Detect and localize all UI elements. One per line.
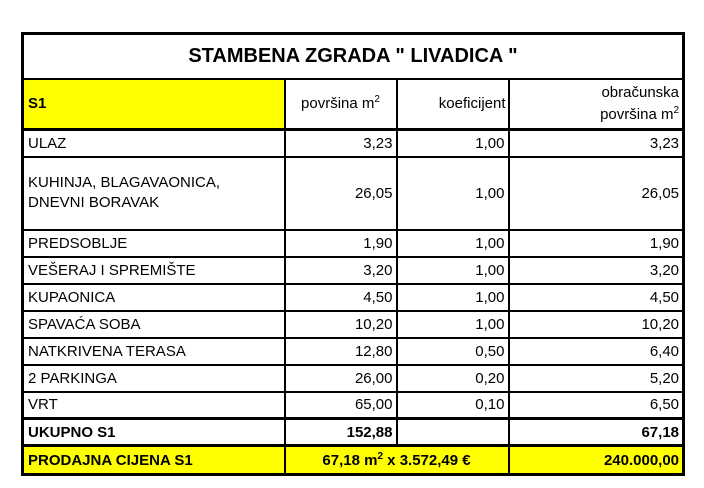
area-cell: 1,90 (283, 228, 398, 258)
calculated-area-cell: 1,90 (507, 228, 685, 258)
sale-price-formula-cell: 67,18 m2 x 3.572,49 € (283, 444, 510, 476)
table-title: STAMBENA ZGRADA " LIVADICA " (21, 32, 685, 80)
calculated-area-cell: 5,20 (507, 363, 685, 393)
area-cell: 26,05 (283, 155, 398, 231)
calculated-area-header-label: površina m (600, 105, 674, 123)
formula-area-part: 67,18 m (322, 451, 378, 469)
unit-header-cell: S1 (21, 77, 286, 131)
room-name-cell: SPAVAĆA SOBA (21, 309, 286, 339)
room-name-cell: PREDSOBLJE (21, 228, 286, 258)
area-cell: 65,00 (283, 390, 398, 420)
calculated-area-cell: 10,20 (507, 309, 685, 339)
room-name-cell: KUPAONICA (21, 282, 286, 312)
area-header-cell: površina m2 (283, 77, 398, 131)
area-header-superscript: 2 (374, 94, 380, 106)
table-row: 2 PARKINGA 26,00 0,20 5,20 (21, 363, 685, 393)
table-row: VRT 65,00 0,10 6,50 (21, 390, 685, 420)
coefficient-cell: 1,00 (395, 309, 510, 339)
calculated-area-cell: 3,23 (507, 128, 685, 158)
coefficient-cell: 0,20 (395, 363, 510, 393)
formula-price-part: x 3.572,49 € (383, 451, 471, 469)
table-row: ULAZ 3,23 1,00 3,23 (21, 128, 685, 158)
table-row: KUHINJA, BLAGAVAONICA, DNEVNI BORAVAK 26… (21, 155, 685, 231)
total-row: UKUPNO S1 152,88 67,18 (21, 417, 685, 447)
calculated-area-header-line1: obračunska (601, 84, 680, 101)
calculated-area-cell: 26,05 (507, 155, 685, 231)
sale-price-row: PRODAJNA CIJENA S1 67,18 m2 x 3.572,49 €… (21, 444, 685, 476)
coefficient-header-cell: koeficijent (395, 77, 510, 131)
room-name-cell: ULAZ (21, 128, 286, 158)
coefficient-cell: 1,00 (395, 128, 510, 158)
area-cell: 12,80 (283, 336, 398, 366)
coefficient-cell: 1,00 (395, 282, 510, 312)
calculated-area-header-cell: obračunska površina m2 (507, 77, 685, 131)
sale-price-value-cell: 240.000,00 (507, 444, 685, 476)
sale-price-label-cell: PRODAJNA CIJENA S1 (21, 444, 286, 476)
total-coefficient-cell (395, 417, 510, 447)
area-cell: 4,50 (283, 282, 398, 312)
coefficient-cell: 0,10 (395, 390, 510, 420)
area-cell: 3,23 (283, 128, 398, 158)
table-row: VEŠERAJ I SPREMIŠTE 3,20 1,00 3,20 (21, 255, 685, 285)
area-cell: 3,20 (283, 255, 398, 285)
calculated-area-header-line2: površina m2 (514, 104, 680, 126)
title-row: STAMBENA ZGRADA " LIVADICA " (21, 32, 685, 80)
room-name-cell: VEŠERAJ I SPREMIŠTE (21, 255, 286, 285)
coefficient-cell: 1,00 (395, 228, 510, 258)
room-name-cell: NATKRIVENA TERASA (21, 336, 286, 366)
area-header-label: površina m (301, 95, 375, 113)
formula-superscript: 2 (377, 450, 384, 462)
room-name-cell: VRT (21, 390, 286, 420)
coefficient-cell: 1,00 (395, 255, 510, 285)
table-row: PREDSOBLJE 1,90 1,00 1,90 (21, 228, 685, 258)
area-cell: 26,00 (283, 363, 398, 393)
total-area-cell: 152,88 (283, 417, 398, 447)
total-label-cell: UKUPNO S1 (21, 417, 286, 447)
calculated-area-cell: 6,40 (507, 336, 685, 366)
coefficient-cell: 1,00 (395, 155, 510, 231)
calculated-area-header-superscript: 2 (673, 104, 680, 116)
calculated-area-cell: 3,20 (507, 255, 685, 285)
header-row: S1 površina m2 koeficijent obračunska po… (21, 77, 685, 131)
table-row: KUPAONICA 4,50 1,00 4,50 (21, 282, 685, 312)
calculated-area-cell: 4,50 (507, 282, 685, 312)
coefficient-cell: 0,50 (395, 336, 510, 366)
room-name-cell: KUHINJA, BLAGAVAONICA, DNEVNI BORAVAK (21, 155, 286, 231)
calculated-area-cell: 6,50 (507, 390, 685, 420)
area-calculation-table: STAMBENA ZGRADA " LIVADICA " S1 površina… (21, 32, 686, 476)
area-cell: 10,20 (283, 309, 398, 339)
total-calculated-area-cell: 67,18 (507, 417, 685, 447)
table-row: SPAVAĆA SOBA 10,20 1,00 10,20 (21, 309, 685, 339)
table-row: NATKRIVENA TERASA 12,80 0,50 6,40 (21, 336, 685, 366)
room-name-cell: 2 PARKINGA (21, 363, 286, 393)
